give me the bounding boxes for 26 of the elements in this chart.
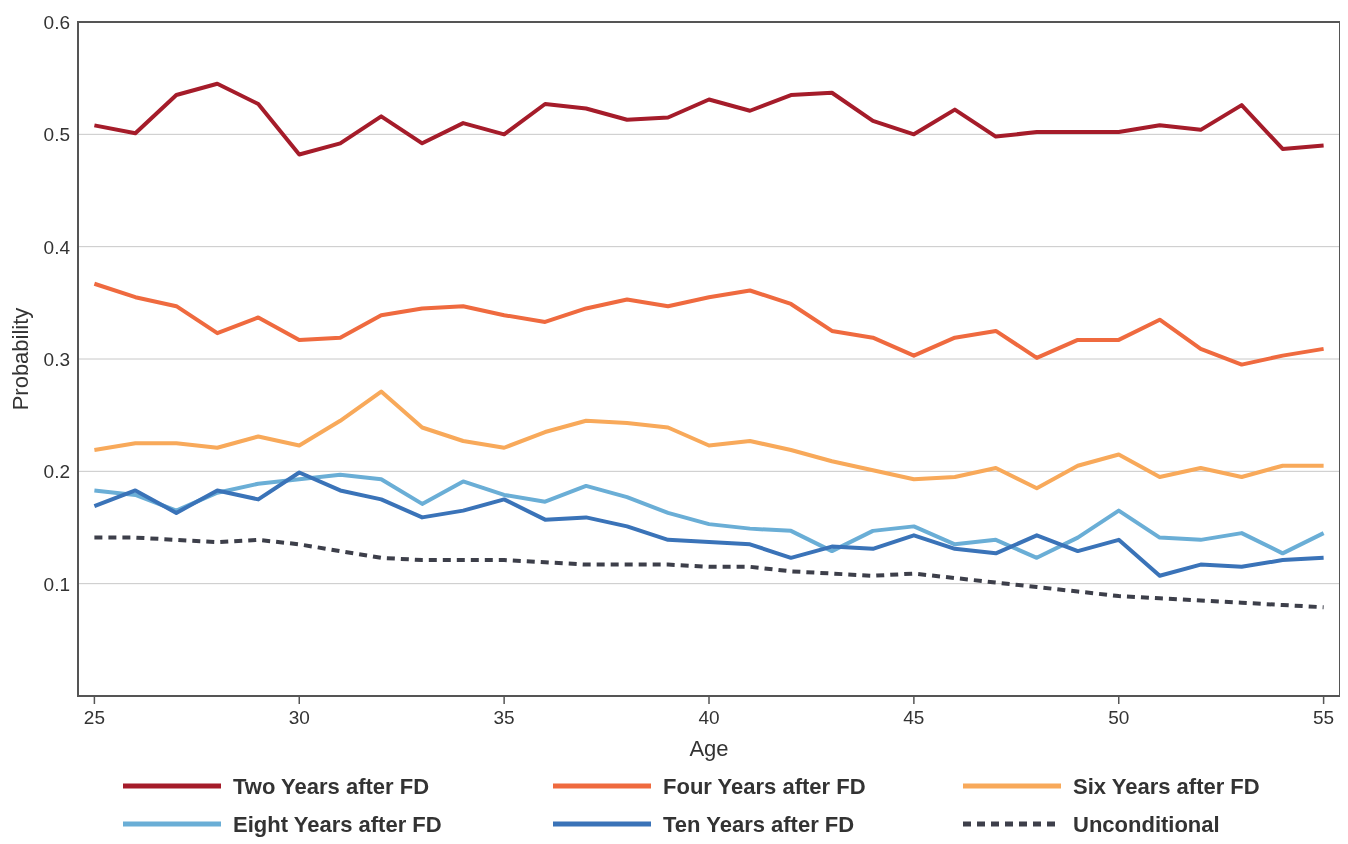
line-series	[92, 281, 1326, 367]
y-tick-label: 0.4	[43, 236, 71, 258]
y-tick-label: 0.6	[43, 12, 70, 33]
x-tick-label: 30	[288, 707, 310, 728]
line-series	[92, 389, 1326, 491]
x-tick-label: 25	[83, 707, 105, 728]
line-series	[92, 470, 1326, 578]
x-tick-label: 55	[1313, 707, 1335, 728]
line-series	[92, 81, 1326, 157]
legend-label: Eight Years after FD	[233, 812, 442, 837]
y-tick-label: 0.5	[43, 124, 70, 146]
line-series	[92, 535, 1326, 610]
x-tick-label: 50	[1108, 707, 1130, 728]
x-tick-label: 45	[903, 707, 925, 728]
x-tick-label: 40	[698, 707, 720, 728]
legend-label: Two Years after FD	[233, 774, 430, 799]
legend-label: Four Years after FD	[663, 774, 866, 799]
x-tick-label: 35	[493, 707, 515, 728]
legend-label: Unconditional	[1073, 812, 1220, 837]
y-axis-title: Probability	[8, 307, 33, 411]
y-tick-label: 0.3	[43, 349, 70, 370]
legend-label: Ten Years after FD	[663, 812, 855, 837]
legend-label: Six Years after FD	[1073, 774, 1260, 799]
y-tick-label: 0.2	[43, 461, 70, 483]
y-tick-label: 0.1	[43, 573, 70, 595]
x-axis-title: Age	[689, 736, 729, 761]
